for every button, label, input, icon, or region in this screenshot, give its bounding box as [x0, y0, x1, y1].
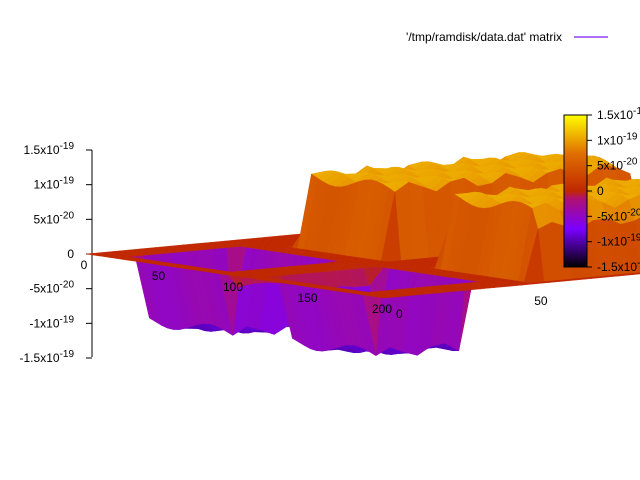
x-tick-label: 150	[297, 291, 317, 305]
colorbox-bar	[563, 114, 588, 268]
legend: '/tmp/ramdisk/data.dat' matrix	[406, 30, 608, 44]
z-tick-label: -1x10-19	[30, 314, 75, 330]
x-axis: 0 50 100 150 200	[81, 258, 393, 316]
colorbox: 1.5x10-19 1x10-19 5x10-20 0 -5x10-20 -1x10-19…	[563, 106, 640, 274]
z-axis: 1.5x10-19 1x10-19 5x10-20 0 -5x10-20 -1x10-19…	[20, 141, 93, 365]
colorbox-tick-label: 5x10-20	[597, 157, 638, 173]
z-tick-label: -1.5x10-19	[20, 349, 75, 365]
colorbox-tick-label: -1x10-19	[597, 233, 640, 249]
x-tick-label: 100	[223, 280, 243, 294]
surface-cell	[377, 295, 398, 299]
z-tick-label: 0	[67, 247, 74, 261]
legend-label: '/tmp/ramdisk/data.dat' matrix	[406, 30, 562, 44]
x-tick-label: 0	[81, 258, 88, 272]
x-tick-label: 50	[152, 269, 166, 283]
colorbox-tick-label: -5x10-20	[597, 207, 640, 223]
x-tick-label: 200	[372, 302, 392, 316]
colorbox-tick-label: 1.5x10-19	[597, 106, 640, 122]
y-tick-label: 50	[534, 294, 548, 308]
colorbox-tick-label: 0	[597, 184, 604, 198]
z-tick-label: 1.5x10-19	[24, 141, 75, 157]
y-tick-label: 0	[396, 307, 403, 321]
colorbox-tick-label: -1.5x10-19	[597, 258, 640, 274]
z-tick-label: 5x10-20	[34, 210, 75, 226]
z-tick-label: -5x10-20	[30, 280, 75, 296]
colorbox-tick-label: 1x10-19	[597, 131, 638, 147]
z-tick-label: 1x10-19	[34, 176, 75, 192]
surface	[85, 152, 640, 357]
